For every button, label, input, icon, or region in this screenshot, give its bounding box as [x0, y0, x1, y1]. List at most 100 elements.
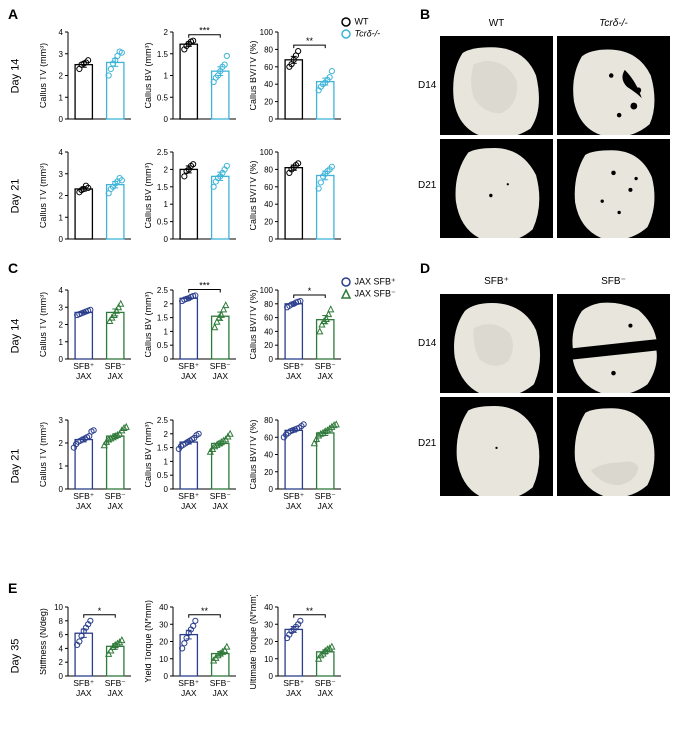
svg-text:0.5: 0.5 — [157, 93, 169, 102]
svg-text:60: 60 — [264, 183, 273, 192]
svg-text:4: 4 — [59, 644, 64, 653]
ct-d-d21-pos — [440, 397, 553, 496]
svg-text:60: 60 — [264, 433, 273, 442]
svg-text:JAX: JAX — [286, 371, 302, 381]
ct-b-hdr-tcrd: Tcrδ-/- — [557, 18, 670, 32]
chart-c-d21-bv: 00.511.522.5Callus BV (mm³)SFB⁺JAXSFB⁻JA… — [145, 408, 240, 513]
svg-text:1.5: 1.5 — [157, 183, 169, 192]
svg-text:Callus TV (mm³): Callus TV (mm³) — [40, 292, 48, 357]
svg-text:**: ** — [306, 606, 314, 616]
svg-text:10: 10 — [54, 603, 63, 612]
svg-text:2.5: 2.5 — [157, 286, 169, 295]
svg-text:JAX: JAX — [107, 371, 123, 381]
svg-text:1.5: 1.5 — [157, 314, 169, 323]
svg-text:4: 4 — [59, 28, 64, 37]
svg-text:8: 8 — [59, 617, 64, 626]
panel-letter-a: A — [8, 6, 18, 22]
panel-letter-b: B — [420, 6, 430, 22]
svg-text:2: 2 — [164, 165, 169, 174]
svg-text:2: 2 — [59, 439, 64, 448]
ct-b-d14-wt — [440, 36, 553, 135]
svg-text:20: 20 — [264, 218, 273, 227]
svg-text:SFB⁺: SFB⁺ — [178, 678, 200, 688]
svg-text:SFB⁺: SFB⁺ — [178, 361, 200, 371]
svg-text:Callus BV/TV (%): Callus BV/TV (%) — [250, 289, 258, 359]
svg-text:20: 20 — [264, 468, 273, 477]
svg-text:4: 4 — [59, 148, 64, 157]
svg-text:0: 0 — [59, 235, 64, 244]
svg-text:Callus TV (mm³): Callus TV (mm³) — [40, 163, 48, 228]
svg-text:0: 0 — [269, 672, 274, 681]
svg-text:100: 100 — [260, 28, 274, 37]
svg-text:0: 0 — [164, 115, 169, 124]
chart-c-d21-bvtv: 020406080Callus BV/TV (%)SFB⁺JAXSFB⁻JAX — [250, 408, 345, 513]
ct-d-d21-neg — [557, 397, 670, 496]
svg-text:100: 100 — [260, 286, 274, 295]
svg-text:SFB⁺: SFB⁺ — [283, 678, 305, 688]
svg-text:0.5: 0.5 — [157, 471, 169, 480]
svg-text:**: ** — [306, 36, 314, 46]
svg-text:2: 2 — [164, 430, 169, 439]
chart-a-d14-bvtv: 020406080100Callus BV/TV (%)** — [250, 20, 345, 125]
svg-text:JAX: JAX — [181, 371, 197, 381]
svg-text:SFB⁻: SFB⁻ — [105, 361, 127, 371]
legend-a-wt: WT — [355, 16, 369, 26]
svg-text:2: 2 — [59, 72, 64, 81]
rowlabel-a-d21: Day 21 — [9, 179, 21, 214]
svg-text:1.5: 1.5 — [157, 444, 169, 453]
svg-text:80: 80 — [264, 45, 273, 54]
svg-text:Callus BV/TV (%): Callus BV/TV (%) — [250, 419, 258, 489]
svg-text:Stiffness (N/deg): Stiffness (N/deg) — [40, 608, 48, 675]
svg-text:SFB⁺: SFB⁺ — [283, 491, 305, 501]
svg-text:1: 1 — [59, 213, 64, 222]
svg-text:Callus BV (mm³): Callus BV (mm³) — [145, 291, 153, 357]
panel-letter-c: C — [8, 260, 18, 276]
svg-text:SFB⁻: SFB⁻ — [315, 678, 337, 688]
svg-text:0: 0 — [269, 115, 274, 124]
svg-text:JAX: JAX — [181, 501, 197, 511]
chart-c-d21-tv: 0123Callus TV (mm³)SFB⁺JAXSFB⁻JAX — [40, 408, 135, 513]
chart-e-ultimate: 010203040Ultimate Torque (N*mm)SFB⁺JAXSF… — [250, 595, 345, 700]
ct-d-hdr-neg: SFB⁻ — [557, 276, 670, 290]
svg-text:80: 80 — [264, 416, 273, 425]
svg-text:0: 0 — [269, 355, 274, 364]
ct-grid-d: SFB⁺ SFB⁻ — [440, 276, 670, 496]
svg-text:JAX: JAX — [76, 688, 92, 698]
svg-text:0: 0 — [164, 235, 169, 244]
svg-text:40: 40 — [264, 451, 273, 460]
svg-text:20: 20 — [264, 98, 273, 107]
svg-text:2: 2 — [59, 658, 64, 667]
ct-d-row-d14: D14 — [418, 338, 436, 349]
svg-text:0: 0 — [59, 355, 64, 364]
svg-text:JAX: JAX — [212, 688, 228, 698]
svg-text:JAX: JAX — [212, 371, 228, 381]
svg-text:2.5: 2.5 — [157, 148, 169, 157]
svg-text:Callus TV (mm³): Callus TV (mm³) — [40, 43, 48, 108]
chart-e-stiffness: 0246810Stiffness (N/deg)SFB⁺JAXSFB⁻JAX* — [40, 595, 135, 700]
panel-letter-e: E — [8, 580, 17, 596]
svg-text:JAX: JAX — [317, 501, 333, 511]
svg-text:Callus BV (mm³): Callus BV (mm³) — [145, 421, 153, 487]
chart-c-d14-tv: 01234Callus TV (mm³)SFB⁺JAXSFB⁻JAX — [40, 278, 135, 383]
rowlabel-a-d14: Day 14 — [9, 59, 21, 94]
chart-a-d14-bv: 00.511.52Callus BV (mm³)*** — [145, 20, 240, 125]
svg-text:0.5: 0.5 — [157, 218, 169, 227]
svg-text:40: 40 — [264, 603, 273, 612]
svg-text:80: 80 — [264, 165, 273, 174]
svg-text:Ultimate Torque (N*mm): Ultimate Torque (N*mm) — [250, 595, 258, 690]
svg-text:*: * — [308, 286, 312, 296]
svg-text:0: 0 — [164, 672, 169, 681]
svg-text:Callus BV/TV (%): Callus BV/TV (%) — [250, 160, 258, 230]
chart-a-d21-bv: 00.511.522.5Callus BV (mm³) — [145, 140, 240, 245]
svg-text:Callus BV (mm³): Callus BV (mm³) — [145, 42, 153, 108]
svg-text:Callus BV/TV (%): Callus BV/TV (%) — [250, 40, 258, 110]
chart-a-d14-tv: 01234Callus TV (mm³) — [40, 20, 135, 125]
svg-text:40: 40 — [264, 327, 273, 336]
ct-b-row-d21: D21 — [418, 180, 436, 191]
svg-text:3: 3 — [59, 50, 64, 59]
legend-a: WT Tcrδ-/- — [340, 16, 380, 40]
svg-text:40: 40 — [264, 80, 273, 89]
svg-text:0: 0 — [59, 485, 64, 494]
svg-text:1: 1 — [59, 93, 64, 102]
svg-text:0: 0 — [164, 485, 169, 494]
